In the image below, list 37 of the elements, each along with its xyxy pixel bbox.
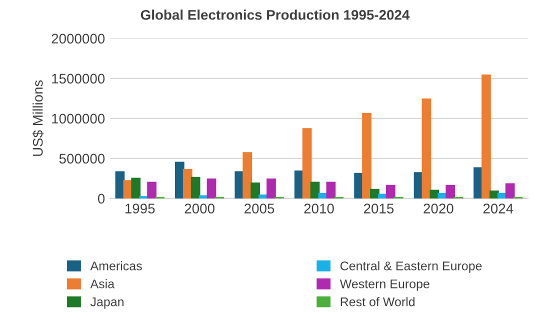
- x-tick-label: 2010: [304, 204, 334, 214]
- bar: [386, 184, 396, 198]
- legend-label: Americas: [90, 261, 142, 270]
- x-tick-label: 2005: [244, 204, 274, 214]
- bar: [370, 188, 380, 198]
- legend-label: Western Europe: [340, 280, 430, 291]
- bar: [505, 183, 515, 198]
- y-axis-title: US$ Millions: [32, 80, 44, 156]
- x-tick-label: 2020: [424, 204, 454, 214]
- bar: [310, 182, 320, 198]
- bar: [147, 182, 156, 198]
- bar: [266, 178, 276, 198]
- bar: [190, 176, 200, 198]
- bar: [482, 74, 491, 198]
- bar: [326, 182, 336, 198]
- legend-label: Asia: [90, 279, 115, 288]
- y-tick-label: 1500000: [52, 74, 105, 84]
- bar: [206, 178, 216, 198]
- x-tick-label: 2000: [184, 204, 214, 214]
- y-tick-label: 500000: [59, 154, 105, 164]
- y-tick-label: 1000000: [52, 114, 105, 124]
- x-tick-label: 2024: [483, 204, 514, 214]
- bar: [302, 128, 312, 198]
- x-tick-label: 1995: [125, 204, 155, 214]
- chart-title: Global Electronics Production 1995-2024: [140, 10, 410, 20]
- bar: [362, 112, 372, 198]
- bar: [446, 184, 456, 198]
- y-tick-label: 0: [98, 194, 105, 204]
- bar: [422, 98, 432, 198]
- bar: [131, 178, 141, 198]
- bar: [250, 182, 260, 198]
- y-tick-label: 2000000: [52, 34, 105, 44]
- legend-label: Rest of World: [340, 297, 415, 306]
- x-tick-label: 2015: [364, 204, 394, 214]
- legend-label: Japan: [90, 298, 124, 309]
- legend-label: Central & Eastern Europe: [340, 261, 482, 273]
- bar: [242, 152, 252, 198]
